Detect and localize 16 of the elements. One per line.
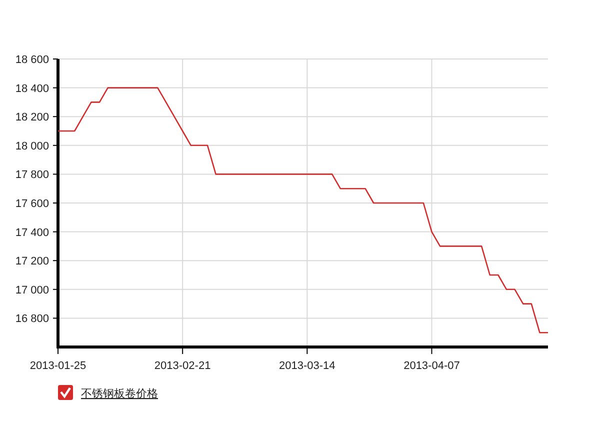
y-tick-label: 16 800 [15, 313, 49, 326]
y-tick-label: 17 800 [15, 169, 49, 182]
y-tick-label: 18 200 [15, 112, 49, 124]
y-tick-label: 17 600 [15, 198, 49, 210]
x-tick-label: 2013-02-21 [154, 360, 211, 372]
y-tick-label: 17 400 [15, 226, 49, 239]
y-tick-label: 17 200 [15, 256, 49, 268]
x-tick-label: 2013-03-14 [279, 360, 336, 372]
x-tick-label: 2013-01-25 [30, 360, 86, 372]
y-tick-label: 17 000 [15, 284, 49, 296]
legend: 不锈钢板卷价格 [58, 385, 158, 400]
y-tick-label: 18 000 [15, 140, 49, 152]
y-tick-label: 18 400 [15, 82, 49, 95]
y-tick-label: 18 600 [15, 54, 49, 66]
x-tick-label: 2013-04-07 [404, 360, 460, 372]
legend-label: 不锈钢板卷价格 [81, 388, 158, 400]
